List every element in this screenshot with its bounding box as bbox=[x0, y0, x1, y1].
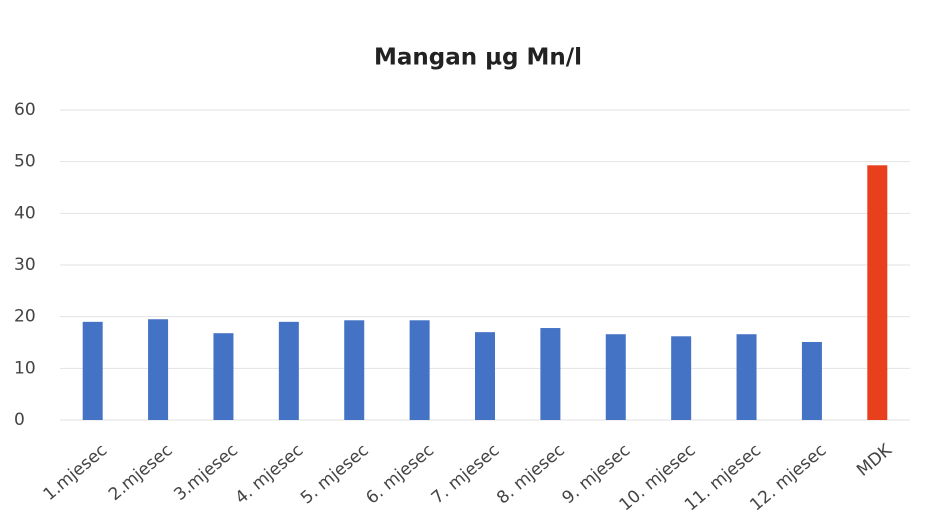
x-tick-label: 3.mjesec bbox=[170, 440, 242, 505]
x-tick-label: 8. mjesec bbox=[493, 440, 569, 508]
x-tick-label: 2.mjesec bbox=[105, 440, 177, 505]
bar bbox=[605, 334, 626, 420]
bar bbox=[671, 336, 692, 420]
x-tick-label: 6. mjesec bbox=[362, 440, 438, 508]
y-tick-label: 10 bbox=[14, 358, 36, 378]
y-tick-label: 50 bbox=[14, 152, 36, 172]
bar bbox=[148, 319, 169, 420]
chart-title: Mangan µg Mn/l bbox=[374, 45, 582, 71]
y-tick-label: 20 bbox=[14, 307, 36, 327]
x-tick-label: MDK bbox=[853, 440, 896, 481]
bar bbox=[475, 332, 495, 420]
bar bbox=[540, 328, 561, 420]
x-tick-label: 5. mjesec bbox=[297, 440, 373, 508]
bar bbox=[867, 165, 888, 420]
y-tick-label: 60 bbox=[14, 100, 36, 120]
bar bbox=[409, 320, 430, 420]
y-tick-label: 40 bbox=[14, 203, 36, 223]
bar bbox=[736, 334, 757, 420]
x-tick-label: 1.mjesec bbox=[40, 440, 112, 505]
x-tick-label: 4. mjesec bbox=[232, 440, 308, 508]
bar bbox=[82, 321, 103, 420]
bar bbox=[278, 321, 299, 420]
bar bbox=[344, 320, 365, 420]
y-tick-label: 30 bbox=[14, 255, 36, 275]
bar bbox=[213, 333, 234, 420]
y-tick-label: 0 bbox=[14, 410, 25, 430]
bar bbox=[801, 341, 822, 420]
x-tick-label: 7. mjesec bbox=[428, 440, 504, 508]
